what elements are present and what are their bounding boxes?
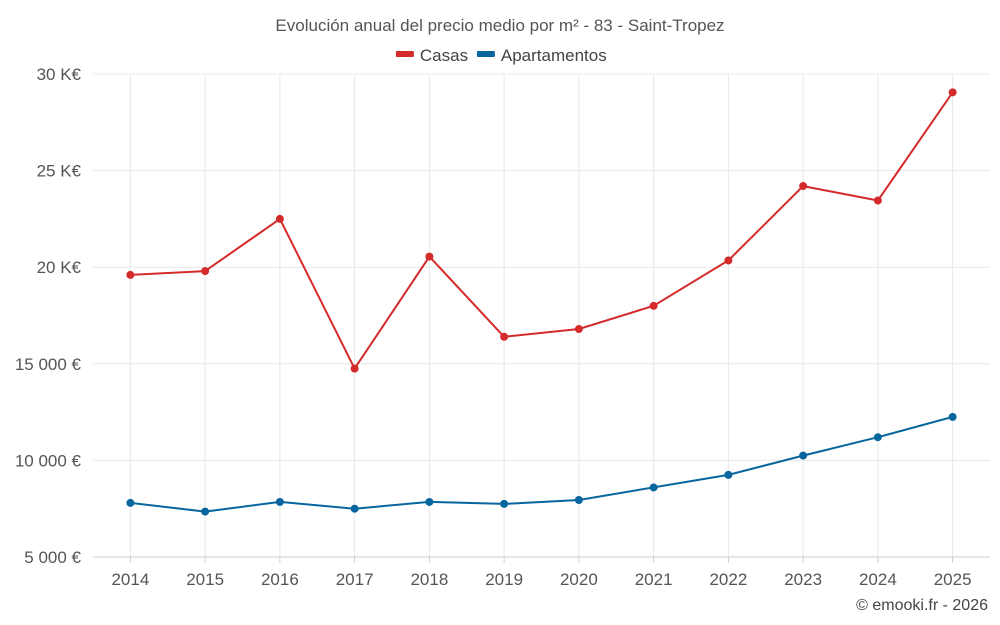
data-point-apartamentos[interactable]: [724, 470, 733, 479]
data-point-casas[interactable]: [126, 270, 135, 279]
chart-title: Evolución anual del precio medio por m² …: [275, 16, 724, 35]
axes: 5 000 € 10 000 € 15 000 € 20 K€ 25 K€ 30 K€ 20…: [15, 65, 990, 589]
data-point-apartamentos[interactable]: [649, 483, 658, 492]
x-tick-label: 2022: [709, 570, 747, 589]
legend[interactable]: Casas Apartamentos: [395, 46, 607, 65]
legend-item-apartamentos[interactable]: Apartamentos: [476, 46, 607, 65]
data-point-apartamentos[interactable]: [574, 496, 583, 505]
x-tick-label: 2024: [859, 570, 897, 589]
x-tick-label: 2021: [635, 570, 673, 589]
data-point-apartamentos[interactable]: [275, 497, 284, 506]
data-point-casas[interactable]: [724, 256, 733, 265]
y-tick-label: 10 000 €: [15, 451, 82, 470]
chart-credit: © emooki.fr - 2026: [856, 597, 988, 614]
x-tick-label: 2020: [560, 570, 598, 589]
data-point-casas[interactable]: [574, 325, 583, 334]
data-point-casas[interactable]: [275, 214, 284, 223]
data-point-casas[interactable]: [799, 182, 808, 191]
data-point-casas[interactable]: [649, 301, 658, 310]
data-point-casas[interactable]: [425, 252, 434, 261]
legend-swatch: [395, 51, 414, 57]
data-point-apartamentos[interactable]: [126, 498, 135, 507]
y-tick-label: 25 K€: [37, 162, 82, 181]
y-tick-label: 30 K€: [37, 65, 82, 84]
data-point-apartamentos[interactable]: [201, 507, 210, 516]
data-point-apartamentos[interactable]: [799, 451, 808, 460]
y-tick-label: 20 K€: [37, 258, 82, 277]
data-point-casas[interactable]: [500, 332, 509, 341]
x-tick-label: 2014: [111, 570, 149, 589]
data-point-casas[interactable]: [873, 196, 882, 205]
legend-swatch: [476, 51, 495, 57]
x-tick-label: 2019: [485, 570, 523, 589]
x-tick-label: 2023: [784, 570, 822, 589]
legend-label: Casas: [420, 46, 468, 65]
data-point-apartamentos[interactable]: [350, 504, 359, 513]
data-point-apartamentos[interactable]: [425, 497, 434, 506]
series-group: [126, 88, 957, 516]
y-tick-label: 5 000 €: [24, 548, 81, 567]
series-line-casas: [130, 91, 954, 370]
data-point-apartamentos[interactable]: [873, 433, 882, 442]
grid-lines: [93, 73, 990, 558]
x-tick-label: 2016: [261, 570, 299, 589]
x-tick-label: 2017: [336, 570, 374, 589]
x-tick-label: 2018: [410, 570, 448, 589]
series-line-apartamentos: [130, 415, 953, 513]
data-point-apartamentos[interactable]: [948, 412, 957, 421]
data-point-casas[interactable]: [948, 88, 957, 97]
y-tick-label: 15 000 €: [15, 355, 82, 374]
x-tick-label: 2015: [186, 570, 224, 589]
legend-item-casas[interactable]: Casas: [395, 46, 468, 65]
legend-label: Apartamentos: [501, 46, 607, 65]
data-point-apartamentos[interactable]: [500, 499, 509, 508]
x-tick-label: 2025: [934, 570, 972, 589]
data-point-casas[interactable]: [350, 364, 359, 373]
data-point-casas[interactable]: [201, 267, 210, 276]
